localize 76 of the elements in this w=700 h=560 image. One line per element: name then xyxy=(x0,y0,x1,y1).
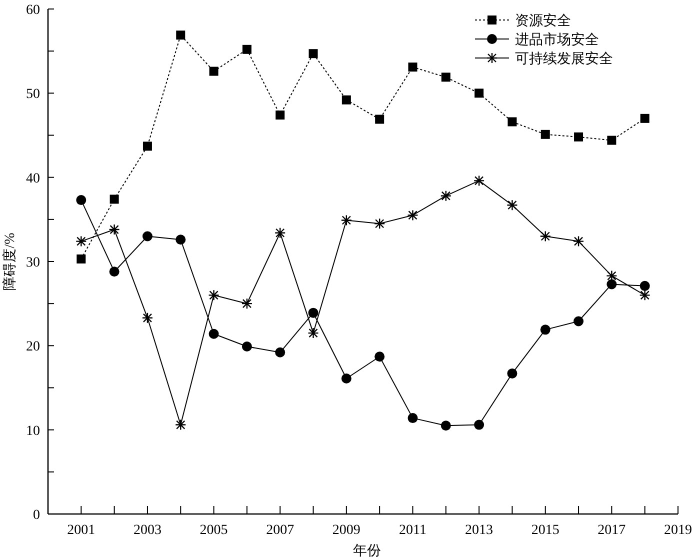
point xyxy=(474,88,484,98)
point xyxy=(242,44,252,54)
point xyxy=(508,117,517,126)
x-tick-label: 2017 xyxy=(598,523,626,538)
point xyxy=(473,175,485,186)
point xyxy=(209,66,218,76)
point xyxy=(374,218,386,230)
point xyxy=(308,49,318,58)
point xyxy=(574,316,584,326)
point xyxy=(341,373,352,384)
point xyxy=(108,224,120,236)
point xyxy=(142,142,152,151)
point xyxy=(241,298,253,310)
point xyxy=(176,234,186,245)
point xyxy=(375,114,384,124)
point xyxy=(606,270,618,282)
point xyxy=(440,190,452,202)
point xyxy=(208,290,220,301)
y-axis-title: 障碍度/% xyxy=(2,232,18,290)
point xyxy=(540,230,551,242)
point xyxy=(540,130,550,139)
point xyxy=(540,324,550,335)
point xyxy=(308,327,319,339)
point xyxy=(276,110,285,120)
x-tick-label: 2011 xyxy=(398,523,426,538)
x-tick-label: 2005 xyxy=(200,523,228,538)
point xyxy=(275,347,286,358)
y-tick-label: 40 xyxy=(26,171,40,186)
point xyxy=(110,194,119,204)
x-tick-label: 2009 xyxy=(332,523,360,538)
legend-label: 资源安全 xyxy=(515,13,571,29)
legend-label: 进品市场安全 xyxy=(515,32,599,48)
point xyxy=(440,420,451,431)
point xyxy=(76,254,86,264)
point xyxy=(507,368,518,378)
y-tick-label: 50 xyxy=(26,87,40,102)
point xyxy=(607,136,616,145)
point xyxy=(76,195,86,206)
x-axis-title: 年份 xyxy=(353,543,381,559)
point xyxy=(274,227,286,238)
point xyxy=(574,132,584,142)
x-tick-label: 2019 xyxy=(664,523,692,538)
x-tick-label: 2003 xyxy=(133,523,162,538)
x-tick-label: 2015 xyxy=(531,523,560,538)
x-tick-label: 2001 xyxy=(67,523,96,538)
y-tick-label: 20 xyxy=(26,340,40,355)
point xyxy=(407,210,418,221)
x-tick-label: 2007 xyxy=(266,523,294,538)
point xyxy=(640,280,650,291)
point xyxy=(474,420,484,430)
point xyxy=(374,352,385,362)
x-tick-label: 2013 xyxy=(465,523,494,538)
point xyxy=(441,72,450,82)
y-tick-label: 60 xyxy=(26,3,40,18)
point xyxy=(639,290,650,301)
point xyxy=(308,308,318,318)
point xyxy=(142,231,152,242)
point xyxy=(606,279,617,290)
y-tick-label: 10 xyxy=(26,424,40,439)
point xyxy=(142,312,154,324)
point xyxy=(242,342,252,352)
point xyxy=(109,266,120,277)
legend-label: 可持续发展安全 xyxy=(515,51,613,67)
point xyxy=(208,328,219,339)
point xyxy=(408,413,418,424)
y-tick-label: 0 xyxy=(33,508,40,523)
point xyxy=(175,419,186,430)
point xyxy=(340,214,352,226)
point xyxy=(408,62,418,72)
point xyxy=(176,30,186,40)
point xyxy=(342,95,351,104)
point xyxy=(76,236,87,247)
point xyxy=(640,114,650,123)
point xyxy=(506,200,518,211)
y-tick-label: 30 xyxy=(26,256,40,270)
point xyxy=(572,236,584,247)
